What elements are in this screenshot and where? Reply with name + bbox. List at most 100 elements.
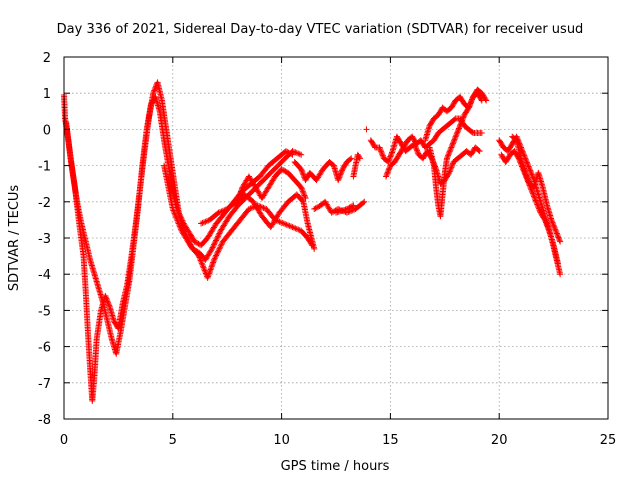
- data-point: [385, 168, 392, 175]
- data-point: [281, 167, 288, 174]
- data-point: [235, 194, 242, 201]
- data-point: [315, 203, 322, 210]
- data-point: [448, 144, 455, 151]
- data-point: [210, 241, 217, 248]
- data-point: [548, 218, 555, 225]
- data-point: [450, 139, 457, 146]
- data-point: [459, 117, 466, 124]
- data-point: [151, 86, 158, 93]
- data-point: [302, 195, 309, 202]
- data-point: [348, 155, 355, 162]
- data-point: [525, 176, 532, 183]
- data-point: [102, 294, 109, 301]
- data-point: [298, 185, 305, 192]
- data-point: [205, 272, 212, 279]
- data-point: [467, 99, 474, 106]
- data-point: [466, 103, 473, 110]
- data-point: [448, 164, 455, 171]
- data-point: [236, 191, 243, 198]
- data-point: [537, 208, 543, 215]
- data-point: [413, 146, 420, 153]
- data-point: [379, 151, 386, 158]
- data-point: [286, 222, 293, 229]
- data-point: [299, 187, 306, 194]
- data-point: [549, 219, 556, 226]
- data-point: [458, 120, 465, 127]
- data-points: [61, 79, 564, 404]
- data-point: [550, 222, 557, 229]
- data-point: [233, 201, 240, 208]
- data-point: [207, 267, 214, 274]
- data-point: [216, 245, 223, 252]
- data-point: [198, 260, 205, 267]
- data-point: [173, 216, 180, 223]
- data-point: [214, 234, 221, 241]
- y-tick-label: -4: [38, 268, 51, 283]
- data-point: [384, 170, 391, 177]
- data-point: [553, 229, 560, 236]
- data-point: [208, 245, 215, 252]
- data-point: [213, 252, 220, 259]
- data-point: [338, 168, 345, 175]
- data-point: [277, 219, 284, 226]
- data-point: [554, 231, 561, 238]
- data-point: [350, 202, 357, 209]
- data-point: [384, 169, 391, 176]
- data-point: [452, 134, 459, 141]
- data-point: [290, 224, 297, 231]
- y-tick-label: 0: [43, 123, 51, 138]
- data-point: [336, 174, 343, 181]
- data-point: [206, 270, 213, 277]
- data-point: [449, 140, 456, 147]
- data-point: [203, 218, 210, 225]
- data-point: [209, 260, 216, 267]
- y-tick-label: -3: [38, 232, 51, 247]
- data-point: [219, 207, 226, 214]
- data-point: [385, 157, 392, 164]
- data-point: [466, 101, 473, 108]
- data-point: [217, 229, 224, 236]
- data-point: [524, 175, 531, 182]
- x-tick-label: 15: [382, 433, 399, 448]
- y-tick-label: 2: [43, 51, 51, 66]
- data-point: [218, 208, 225, 215]
- data-point: [234, 198, 241, 205]
- data-point: [311, 245, 318, 252]
- data-point: [150, 90, 157, 97]
- y-tick-label: -7: [38, 377, 51, 392]
- data-point: [170, 208, 177, 215]
- data-point: [299, 168, 306, 175]
- data-point: [412, 144, 419, 151]
- data-point: [210, 258, 217, 265]
- data-point: [212, 237, 219, 244]
- data-point: [469, 129, 475, 136]
- data-point: [198, 258, 205, 265]
- data-point: [214, 233, 221, 240]
- x-tick-label: 0: [60, 433, 68, 448]
- data-point: [260, 204, 267, 211]
- data-point: [280, 220, 287, 227]
- data-point: [387, 153, 394, 160]
- data-point: [200, 264, 207, 271]
- grid-lines: [64, 57, 608, 419]
- data-point: [201, 266, 208, 273]
- data-point: [245, 206, 252, 213]
- data-point: [194, 240, 201, 247]
- data-point: [335, 175, 342, 182]
- data-point: [457, 122, 464, 129]
- data-point: [301, 193, 308, 200]
- data-point: [458, 118, 465, 125]
- data-point: [551, 225, 558, 232]
- data-point: [215, 209, 222, 216]
- data-point: [175, 219, 182, 226]
- data-point: [556, 237, 563, 244]
- data-point: [522, 171, 529, 178]
- data-point: [198, 220, 205, 227]
- data-point: [211, 240, 218, 247]
- data-point: [214, 249, 221, 256]
- data-point: [171, 210, 178, 217]
- data-point: [208, 247, 215, 254]
- data-point: [237, 189, 244, 196]
- data-point: [389, 149, 396, 156]
- data-point: [199, 261, 206, 268]
